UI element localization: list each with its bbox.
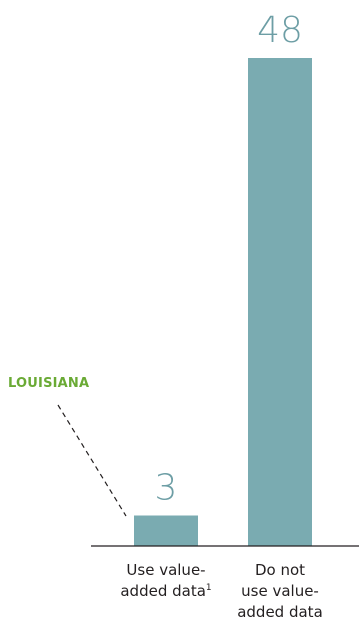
category-label-line: Do not (254, 561, 306, 579)
category-label-line: added data1 (120, 582, 212, 600)
callout-leader-line (57, 404, 127, 517)
category-label-line: added data (237, 603, 323, 621)
footnote-marker: 1 (205, 583, 212, 593)
category-label-line: use value- (241, 582, 319, 600)
bar-2 (248, 58, 312, 546)
value-label-1: 3 (155, 468, 178, 509)
category-label-2: Do not use value-added data (225, 560, 335, 623)
louisiana-callout-label: LOUISIANA (8, 376, 90, 391)
category-label-1: Use value-added data1 (111, 560, 221, 602)
category-label-line: Use value- (126, 561, 206, 579)
value-label-2: 48 (257, 10, 303, 51)
bar-1 (134, 515, 198, 546)
